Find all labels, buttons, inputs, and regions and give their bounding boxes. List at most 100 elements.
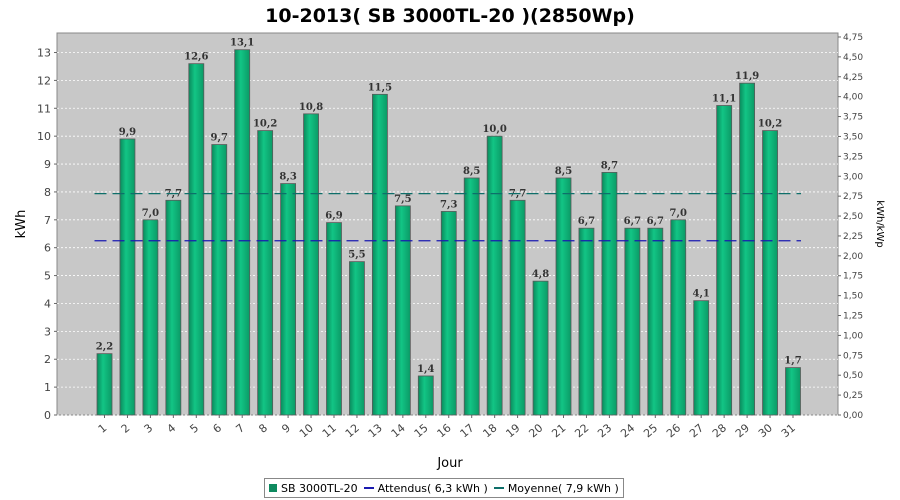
- bar-value-label: 8,5: [463, 166, 480, 177]
- y2-tick-label: 0,25: [843, 391, 863, 401]
- y2-tick-label: 4,25: [843, 73, 863, 83]
- legend-label-moyenne: Moyenne( 7,9 kWh ): [507, 481, 619, 495]
- y-tick-label: 2: [44, 353, 51, 366]
- bar-value-label: 4,8: [532, 269, 549, 280]
- bar-18: [486, 135, 503, 416]
- y2-tick-label: 2,25: [843, 232, 863, 242]
- y2-tick-label: 0,00: [843, 411, 863, 421]
- x-tick-label: 15: [412, 421, 431, 440]
- x-tick-label: 24: [618, 421, 637, 440]
- x-tick-label: 22: [572, 421, 591, 440]
- bar-value-label: 2,2: [96, 342, 113, 353]
- reference-lines: [94, 193, 801, 242]
- x-tick-label: 31: [779, 421, 798, 440]
- x-tick-label: 4: [165, 421, 179, 435]
- x-tick-label: 7: [233, 421, 247, 435]
- bar-16: [440, 211, 457, 416]
- bar-29: [739, 82, 755, 416]
- x-tick-label: 29: [733, 421, 752, 440]
- y-tick-label: 9: [44, 158, 51, 171]
- bar-value-label: 13,1: [230, 38, 254, 49]
- x-tick-label: 13: [366, 421, 385, 440]
- legend-label-attendus: Attendus( 6,3 kWh ): [377, 481, 488, 495]
- bar-value-label: 11,1: [712, 93, 736, 104]
- x-tick-label: 6: [210, 421, 224, 435]
- x-axis-ticks: 1 2 3 4 5 6 7 8 9 10 11 12 13 14 15 16 17 18 19 20 21 22 23 24 2…: [96, 415, 798, 440]
- y-tick-label: 6: [44, 242, 51, 255]
- y2-tick-label: 2,50: [843, 212, 863, 222]
- y2-tick-label: 4,75: [843, 33, 863, 43]
- x-tick-label: 26: [664, 421, 683, 440]
- y-tick-label: 10: [37, 130, 51, 143]
- bar-15: [417, 375, 434, 416]
- y2-tick-label: 3,25: [843, 152, 863, 162]
- bar-value-label: 10,2: [758, 119, 782, 130]
- bar-value-label: 6,7: [647, 216, 664, 227]
- bar-6: [211, 144, 228, 416]
- x-tick-label: 3: [142, 421, 156, 435]
- bar-9: [280, 183, 297, 416]
- bar-value-label: 12,6: [184, 52, 208, 63]
- chart-title: 10-2013( SB 3000TL-20 )(2850Wp): [265, 5, 635, 27]
- y-tick-label: 0: [44, 409, 51, 422]
- x-tick-label: 8: [256, 421, 270, 435]
- bar-17: [463, 177, 480, 416]
- bar-value-label: 8,5: [555, 166, 572, 177]
- bar-value-label: 4,1: [692, 289, 709, 300]
- y2-tick-label: 4,50: [843, 53, 863, 63]
- bar-19: [509, 199, 526, 416]
- bar-value-label: 10,8: [299, 102, 323, 113]
- bar-value-label: 11,5: [368, 82, 392, 93]
- x-tick-label: 10: [297, 421, 316, 440]
- bar-7: [234, 49, 251, 416]
- x-tick-label: 2: [119, 421, 133, 435]
- y-tick-label: 3: [44, 325, 51, 338]
- bar-value-label: 5,5: [348, 250, 365, 261]
- y-axis-label: kWh: [14, 210, 29, 239]
- x-tick-label: 27: [687, 421, 706, 440]
- x-tick-label: 30: [756, 421, 775, 440]
- bar-value-label: 10,0: [482, 124, 506, 135]
- y2-tick-label: 4,00: [843, 93, 863, 103]
- bar-4: [165, 199, 182, 416]
- bar-value-label: 7,5: [394, 194, 411, 205]
- x-tick-label: 14: [389, 421, 408, 440]
- y2-tick-label: 3,00: [843, 172, 863, 182]
- bar-1: [96, 353, 113, 416]
- x-tick-label: 16: [435, 421, 454, 440]
- bar-value-label: 7,0: [142, 208, 159, 219]
- y2-axis-ticks: 0,00 0,25 0,50 0,75 1,00 1,25 1,50 1,75 2,00 2,25…: [838, 33, 863, 421]
- bar-27: [693, 300, 710, 416]
- bar-3: [142, 219, 159, 416]
- legend: SB 3000TL-20 Attendus( 6,3 kWh ) Moyenne…: [264, 478, 624, 498]
- bar-value-label: 6,9: [325, 211, 342, 222]
- bar-value-label: 11,9: [735, 71, 759, 82]
- x-tick-label: 17: [458, 421, 477, 440]
- bar-30: [762, 130, 778, 416]
- y-tick-label: 13: [37, 47, 51, 60]
- bar-31: [785, 367, 801, 416]
- legend-swatch-attendus: [363, 487, 374, 489]
- bar-value-label: 8,7: [601, 160, 618, 171]
- y2-tick-label: 1,25: [843, 312, 863, 322]
- x-tick-label: 18: [480, 421, 499, 440]
- bars: 2,29,97,07,712,69,713,110,28,310,86,95,5…: [96, 38, 802, 416]
- bar-23: [601, 172, 618, 416]
- y-tick-label: 1: [44, 381, 51, 394]
- bar-value-label: 1,7: [784, 356, 801, 367]
- x-tick-label: 9: [279, 421, 293, 435]
- x-tick-label: 23: [595, 421, 614, 440]
- legend-item-moyenne: Moyenne( 7,9 kWh ): [493, 481, 619, 495]
- bar-20: [532, 280, 549, 416]
- bar-26: [670, 219, 687, 416]
- bar-value-label: 9,7: [211, 133, 228, 144]
- bar-22: [578, 227, 595, 416]
- y2-tick-label: 1,75: [843, 272, 863, 282]
- bar-value-label: 6,7: [624, 216, 641, 227]
- bar-8: [257, 130, 274, 416]
- y2-tick-label: 3,75: [843, 113, 863, 123]
- bar-24: [624, 227, 641, 416]
- y2-tick-label: 2,75: [843, 192, 863, 202]
